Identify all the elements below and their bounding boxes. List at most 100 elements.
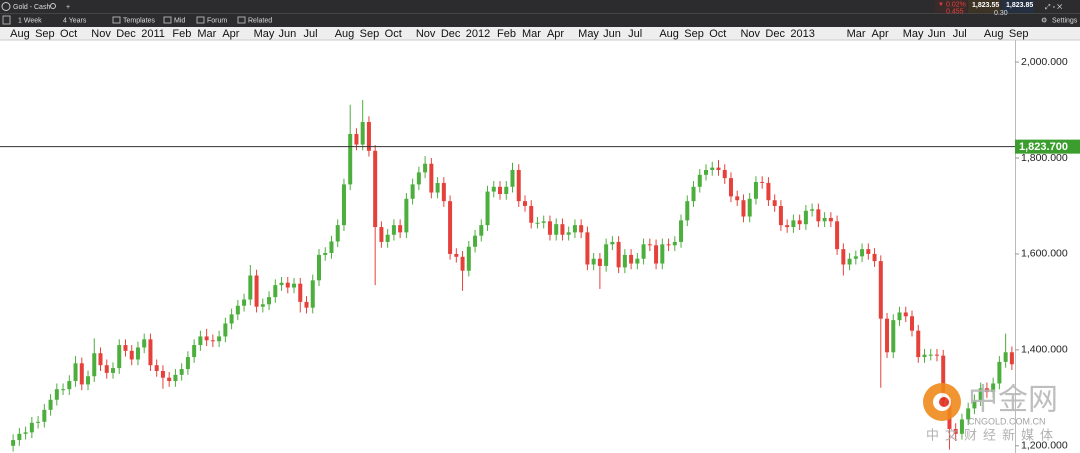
toolbar-button-icon[interactable] xyxy=(237,16,246,24)
candle-body xyxy=(610,241,615,245)
ask[interactable]: 1,823.85 xyxy=(1006,2,1033,9)
toolbar-button[interactable]: Forum xyxy=(207,17,227,24)
candle-body xyxy=(29,422,34,433)
candle-body xyxy=(316,254,321,281)
change-pct: 0.02% xyxy=(946,1,966,8)
candle-body xyxy=(385,234,390,242)
add-tab[interactable]: + xyxy=(66,4,70,11)
candle-body xyxy=(722,169,727,179)
x-tick-label: Apr xyxy=(222,28,239,40)
settings[interactable]: Settings xyxy=(1052,17,1078,24)
candle-body xyxy=(1009,352,1014,365)
spread: 0.30 xyxy=(994,10,1008,17)
settings-icon[interactable]: ⚙ xyxy=(1041,16,1047,24)
candle-body xyxy=(597,258,602,266)
candle-body xyxy=(229,314,234,324)
candle-body xyxy=(710,167,715,170)
candle-body xyxy=(791,220,796,228)
x-tick-label: Mar xyxy=(197,28,216,40)
y-tick-label: 1,400.000 xyxy=(1021,344,1068,356)
candle-body xyxy=(135,347,140,360)
candle-body xyxy=(697,174,702,187)
candle-body xyxy=(179,369,184,375)
candle-body xyxy=(73,363,78,382)
toolbar-button[interactable]: Related xyxy=(248,17,272,24)
candle-body xyxy=(591,258,596,265)
candle-body xyxy=(98,353,103,366)
x-tick-label: May xyxy=(903,28,924,40)
candle-body xyxy=(803,210,808,225)
candle-body xyxy=(454,253,459,257)
toolbar-button[interactable]: Mid xyxy=(174,17,185,24)
candle-body xyxy=(616,241,621,268)
candle-body xyxy=(535,222,540,224)
candle-body xyxy=(198,336,203,346)
y-tick-label: 1,800.000 xyxy=(1021,152,1068,164)
window-controls[interactable]: ⤢ ▫ ✕ xyxy=(1045,4,1063,11)
x-tick-label: Feb xyxy=(497,28,516,40)
candle-body xyxy=(498,186,503,194)
candle-body xyxy=(654,245,659,264)
x-tick-label: Nov xyxy=(740,28,760,40)
watermark-name: 中金网 xyxy=(968,383,1058,418)
candle-body xyxy=(741,200,746,217)
x-tick-label: Sep xyxy=(1009,28,1029,40)
candle-body xyxy=(217,336,222,342)
plot: Aug Sep Oct Nov Dec 2011 Feb Mar Apr May Jun Jul Aug… xyxy=(0,28,1080,452)
interval[interactable]: 1 Week xyxy=(18,17,42,24)
candle-body xyxy=(148,339,153,366)
toolbar-button-icon[interactable] xyxy=(163,16,172,24)
range[interactable]: 4 Years xyxy=(63,17,87,24)
candle-body xyxy=(410,184,415,199)
candle-body xyxy=(885,318,890,353)
candle-body xyxy=(510,169,515,187)
candle-body xyxy=(922,354,927,358)
x-tick-label: Oct xyxy=(709,28,726,40)
candle-body xyxy=(903,312,908,317)
candle-body xyxy=(192,345,197,358)
candle-body xyxy=(572,225,577,233)
instrument[interactable]: Gold - Cash xyxy=(13,4,50,11)
x-tick-label: Nov xyxy=(416,28,436,40)
candle-body xyxy=(841,249,846,265)
toolbar-button-icon[interactable] xyxy=(196,16,205,24)
candle-body xyxy=(17,433,22,441)
x-tick-label: 2013 xyxy=(790,28,814,40)
candle-body xyxy=(585,232,590,265)
layout-icon[interactable] xyxy=(2,15,11,25)
candle-body xyxy=(978,388,983,401)
candle-body xyxy=(760,181,765,183)
candle-body xyxy=(747,198,752,217)
search-icon[interactable] xyxy=(50,3,56,9)
bid[interactable]: 1,823.55 xyxy=(972,2,999,9)
toolbar-button[interactable]: Templates xyxy=(123,17,155,24)
y-tick-label: 2,000.000 xyxy=(1021,56,1068,68)
candle-body xyxy=(23,432,28,434)
candle-body xyxy=(341,184,346,226)
toolbar-button-icon[interactable] xyxy=(112,16,121,24)
candle-body xyxy=(772,200,777,206)
candle-body xyxy=(897,312,902,321)
candle-body xyxy=(766,182,771,201)
x-tick-label: Jul xyxy=(628,28,642,40)
candle-body xyxy=(991,383,996,393)
candle-body xyxy=(972,400,977,409)
candle-body xyxy=(129,350,134,360)
x-tick-label: Sep xyxy=(684,28,704,40)
x-tick-label: Sep xyxy=(35,28,55,40)
ask-bg[interactable] xyxy=(1002,0,1034,13)
x-tick-label: May xyxy=(578,28,599,40)
x-tick-label: Aug xyxy=(335,28,355,40)
candle-body xyxy=(934,354,939,356)
x-tick-label: Mar xyxy=(847,28,866,40)
candle-body xyxy=(691,186,696,202)
bid-bg[interactable] xyxy=(968,0,1000,13)
x-tick-label: Jun xyxy=(279,28,297,40)
x-tick-label: Dec xyxy=(441,28,461,40)
candle-body xyxy=(466,246,471,271)
candle-body xyxy=(167,377,172,382)
candle-body xyxy=(853,256,858,259)
candle-body xyxy=(566,232,571,235)
x-tick-label: Jun xyxy=(603,28,621,40)
